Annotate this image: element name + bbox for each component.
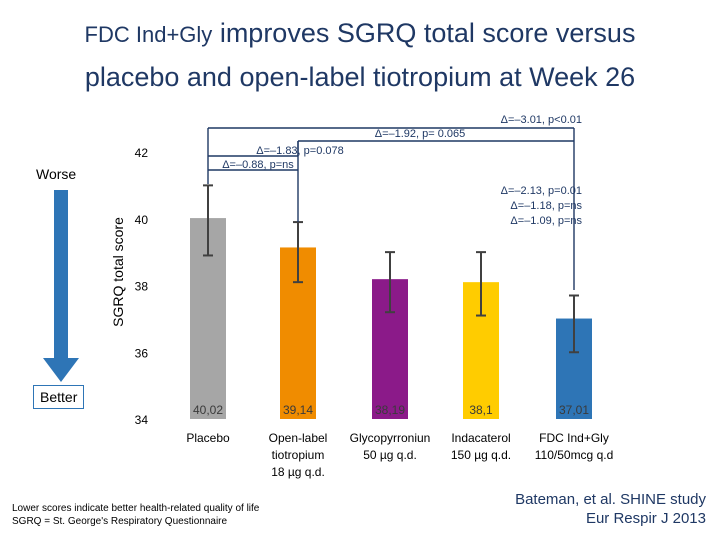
y-tick-label: 34 [135, 413, 149, 427]
title-line-1: FDC Ind+Gly improves SGRQ total score ve… [0, 12, 720, 56]
category-label: 18 µg q.d. [271, 465, 325, 479]
category-label: Indacaterol [451, 431, 510, 445]
category-label: Open-label [269, 431, 328, 445]
category-labels: Placebo Open-label tiotropium 18 µg q.d. Gly… [186, 431, 613, 479]
y-tick-label: 40 [135, 213, 149, 227]
footnote: Lower scores indicate better health-rela… [12, 502, 259, 528]
value-label: 37,01 [559, 403, 589, 417]
comparison-annotation: Δ=–3.01, p<0.01 [501, 114, 582, 126]
comparison-annotation: Δ=–1.18, p=ns [510, 200, 582, 212]
worse-label: Worse [36, 166, 77, 182]
title-line-2: placebo and open-label tiotropium at Wee… [84, 62, 636, 92]
footnote-line-2: SGRQ = St. George's Respiratory Question… [12, 516, 228, 527]
y-ticks: 42 40 38 36 34 [135, 146, 149, 427]
better-label: Better [33, 385, 85, 409]
citation: Bateman, et al. SHINE study Eur Respir J… [515, 490, 706, 528]
comparison-annotation: Δ=–1.83, p=0.078 [256, 145, 343, 157]
category-label: FDC Ind+Gly [539, 431, 609, 445]
page-title: FDC Ind+Gly improves SGRQ total score ve… [0, 12, 720, 98]
category-label: tiotropium [272, 448, 325, 462]
title-fdc-prefix: FDC Ind+Gly [84, 22, 213, 47]
category-label: 110/50mcg q.d [535, 448, 614, 462]
value-label: 38,19 [375, 403, 405, 417]
category-label: Placebo [186, 431, 230, 445]
comparison-brackets: Δ=–3.01, p<0.01 Δ=–1.92, p= 0.065 Δ=–1.83,… [207, 114, 582, 290]
category-label: 50 µg q.d. [363, 448, 417, 462]
comparison-annotation: Δ=–1.92, p= 0.065 [375, 128, 466, 140]
title-line-1-rest: improves SGRQ total score versus [212, 18, 636, 48]
y-tick-label: 38 [135, 280, 149, 294]
citation-line-1: Bateman, et al. SHINE study [515, 491, 706, 508]
citation-line-2: Eur Respir J 2013 [585, 510, 706, 527]
error-bars [203, 184, 579, 354]
y-tick-label: 36 [135, 346, 149, 360]
y-tick-label: 42 [135, 146, 149, 160]
bars [190, 218, 592, 419]
value-label: 39,14 [283, 403, 313, 417]
value-label: 40,02 [193, 403, 223, 417]
category-label: Glycopyrroniun [350, 431, 431, 445]
value-label: 38,1 [469, 403, 493, 417]
category-label: 150 µg q.d. [451, 448, 511, 462]
comparison-annotation: Δ=–1.09, p=ns [510, 215, 582, 227]
footnote-line-1: Lower scores indicate better health-rela… [12, 503, 260, 514]
comparison-annotation: Δ=–2.13, p=0.01 [501, 185, 582, 197]
value-labels: 40,02 39,14 38,19 38,1 37,01 [193, 403, 589, 417]
comparison-annotation: Δ=–0.88, p=ns [222, 159, 294, 171]
